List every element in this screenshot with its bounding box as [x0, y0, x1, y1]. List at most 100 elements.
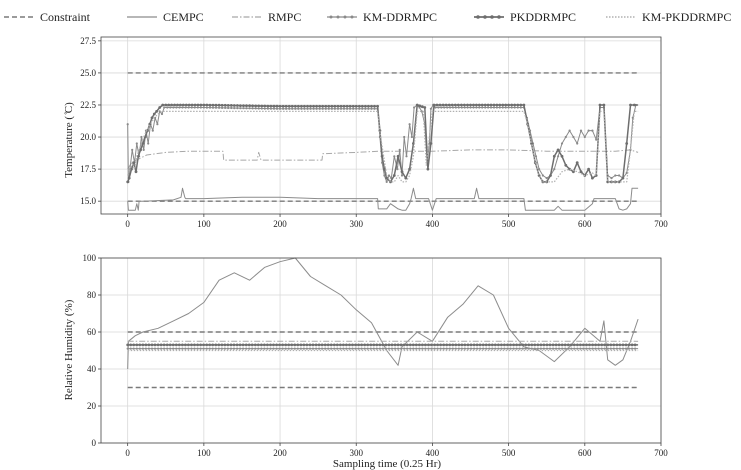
- temperature-marker-kmddrmpc: [233, 107, 236, 110]
- temperature-marker-pkddrmpc: [575, 161, 579, 165]
- temperature-marker-pkddrmpc: [126, 180, 130, 184]
- temperature-marker-pkddrmpc: [629, 103, 632, 107]
- humidity-marker-pkddrmpc: [263, 343, 266, 347]
- temperature-marker-kmddrmpc: [538, 168, 541, 171]
- temperature-marker-kmddrmpc: [263, 107, 266, 110]
- humidity-marker-pkddrmpc: [296, 343, 300, 347]
- humidity-marker-kmddrmpc: [281, 347, 284, 350]
- humidity-marker-pkddrmpc: [156, 343, 160, 347]
- temperature-x-tick-label: 100: [197, 219, 211, 229]
- temperature-marker-pkddrmpc: [239, 104, 242, 107]
- humidity-marker-pkddrmpc: [363, 343, 367, 347]
- temperature-marker-kmddrmpc: [300, 107, 303, 110]
- temperature-marker-pkddrmpc: [321, 104, 325, 108]
- legend-label-cempc: CEMPC: [163, 10, 204, 24]
- temperature-marker-kmddrmpc: [199, 106, 202, 109]
- legend-marker: [497, 15, 501, 19]
- humidity-marker-kmddrmpc: [555, 347, 558, 350]
- temperature-marker-pkddrmpc: [435, 103, 439, 107]
- humidity-marker-kmddrmpc: [445, 347, 448, 350]
- temperature-marker-pkddrmpc: [167, 103, 171, 107]
- temperature-marker-kmddrmpc: [504, 106, 507, 109]
- humidity-marker-kmddrmpc: [229, 347, 233, 350]
- legend-label-kmpkddrmpc: KM-PKDDRMPC: [642, 10, 731, 24]
- temperature-marker-pkddrmpc: [303, 104, 306, 108]
- humidity-x-tick-label: 0: [125, 448, 130, 458]
- humidity-marker-kmddrmpc: [348, 347, 351, 350]
- temperature-marker-kmddrmpc: [218, 106, 221, 109]
- temperature-marker-pkddrmpc: [339, 104, 343, 108]
- temperature-marker-pkddrmpc: [148, 122, 152, 126]
- humidity-marker-kmddrmpc: [552, 347, 555, 350]
- temperature-marker-pkddrmpc: [587, 167, 590, 171]
- humidity-marker-kmddrmpc: [232, 347, 236, 350]
- legend-item-cempc: CEMPC: [127, 10, 204, 24]
- humidity-marker-pkddrmpc: [500, 343, 503, 347]
- humidity-marker-pkddrmpc: [594, 343, 597, 347]
- humidity-marker-pkddrmpc: [260, 343, 263, 347]
- temperature-marker-kmddrmpc: [135, 142, 138, 145]
- temperature-marker-kmddrmpc: [291, 107, 294, 110]
- temperature-marker-kmddrmpc: [472, 106, 475, 109]
- legend-marker: [490, 15, 494, 19]
- humidity-marker-pkddrmpc: [311, 343, 315, 347]
- humidity-marker-pkddrmpc: [345, 343, 348, 347]
- legend-marker: [483, 15, 487, 19]
- humidity-marker-kmddrmpc: [609, 347, 612, 350]
- temperature-marker-kmddrmpc: [541, 174, 545, 177]
- temperature-marker-pkddrmpc: [348, 104, 352, 108]
- temperature-marker-pkddrmpc: [549, 174, 552, 177]
- temperature-marker-kmddrmpc: [370, 107, 373, 110]
- humidity-marker-pkddrmpc: [229, 343, 233, 347]
- temperature-marker-pkddrmpc: [296, 104, 300, 108]
- humidity-marker-kmddrmpc: [384, 347, 387, 350]
- temperature-marker-kmddrmpc: [282, 107, 285, 110]
- humidity-marker-pkddrmpc: [184, 343, 187, 347]
- temperature-marker-kmddrmpc: [169, 106, 172, 109]
- temperature-marker-kmddrmpc: [487, 106, 490, 109]
- humidity-marker-pkddrmpc: [484, 343, 488, 347]
- temperature-marker-pkddrmpc: [155, 110, 159, 113]
- temperature-marker-pkddrmpc: [489, 103, 493, 107]
- temperature-marker-pkddrmpc: [176, 103, 179, 107]
- temperature-marker-kmddrmpc: [327, 107, 330, 110]
- humidity-marker-kmddrmpc: [412, 347, 415, 350]
- humidity-marker-pkddrmpc: [509, 343, 512, 347]
- humidity-marker-pkddrmpc: [402, 343, 406, 347]
- humidity-marker-kmddrmpc: [561, 347, 564, 350]
- temperature-marker-kmddrmpc: [202, 106, 205, 109]
- humidity-marker-kmddrmpc: [433, 347, 436, 350]
- temperature-marker-kmddrmpc: [224, 106, 227, 109]
- temperature-marker-kmddrmpc: [572, 135, 575, 139]
- humidity-marker-kmddrmpc: [147, 347, 150, 350]
- humidity-marker-pkddrmpc: [226, 343, 230, 347]
- legend-item-kmpkddrmpc: KM-PKDDRMPC: [606, 10, 731, 24]
- temperature-marker-pkddrmpc: [606, 180, 610, 184]
- temperature-marker-kmddrmpc: [172, 106, 175, 109]
- humidity-marker-kmddrmpc: [591, 347, 594, 350]
- temperature-marker-kmddrmpc: [285, 107, 288, 110]
- legend-label-pkddrmpc: PKDDRMPC: [510, 10, 576, 24]
- temperature-marker-kmddrmpc: [437, 106, 440, 109]
- temperature-marker-kmddrmpc: [513, 106, 516, 109]
- humidity-marker-kmddrmpc: [634, 347, 637, 350]
- humidity-marker-pkddrmpc: [554, 343, 558, 347]
- temperature-marker-pkddrmpc: [266, 104, 270, 108]
- temperature-y-tick-label: 25.0: [80, 68, 96, 78]
- humidity-marker-pkddrmpc: [591, 343, 594, 347]
- humidity-marker-kmddrmpc: [597, 347, 600, 350]
- humidity-marker-kmddrmpc: [318, 347, 321, 350]
- humidity-x-axis-label: Sampling time (0.25 Hr): [333, 458, 441, 470]
- temperature-marker-pkddrmpc: [158, 106, 162, 109]
- temperature-marker-pkddrmpc: [357, 104, 361, 108]
- temperature-marker-pkddrmpc: [466, 103, 469, 107]
- temperature-marker-pkddrmpc: [364, 104, 367, 108]
- humidity-marker-kmddrmpc: [521, 347, 524, 350]
- temperature-marker-kmddrmpc: [221, 106, 224, 109]
- temperature-marker-kmddrmpc: [387, 174, 391, 177]
- humidity-marker-pkddrmpc: [177, 343, 181, 347]
- humidity-marker-kmddrmpc: [375, 347, 378, 350]
- temperature-marker-kmddrmpc: [451, 106, 455, 109]
- humidity-marker-kmddrmpc: [163, 347, 166, 350]
- humidity-marker-pkddrmpc: [384, 343, 388, 347]
